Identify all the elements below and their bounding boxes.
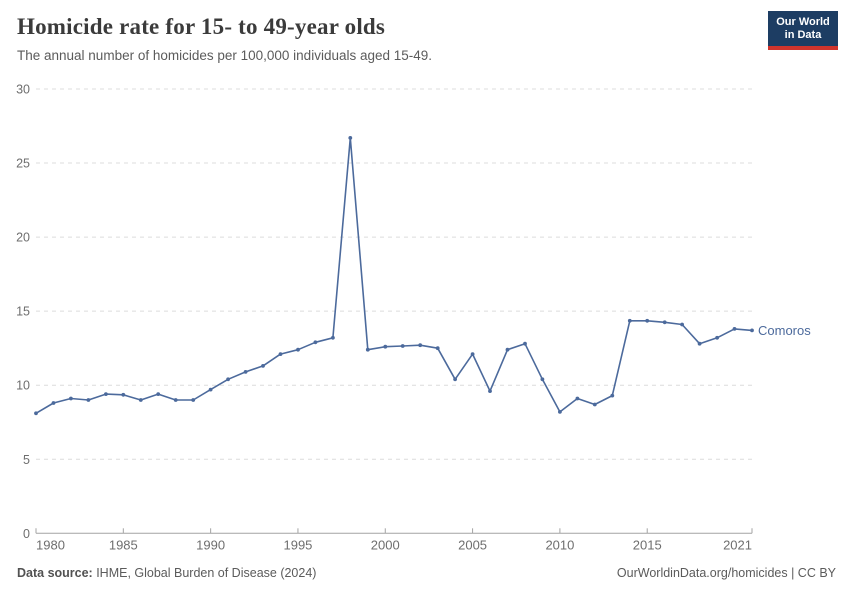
data-source-value: IHME, Global Burden of Disease (2024) [92, 566, 317, 580]
data-point[interactable] [104, 392, 108, 396]
data-point[interactable] [715, 335, 719, 340]
x-axis-tick-label: 2015 [633, 537, 662, 552]
data-point[interactable] [383, 344, 388, 349]
chart-subtitle: The annual number of homicides per 100,0… [17, 48, 433, 63]
y-axis-tick-label: 10 [16, 379, 30, 393]
data-point[interactable] [243, 370, 248, 374]
data-point[interactable] [470, 352, 475, 356]
x-axis-tick-label: 1990 [196, 537, 225, 552]
data-point[interactable] [488, 389, 492, 393]
data-point[interactable] [400, 344, 405, 348]
data-point[interactable] [662, 320, 667, 325]
x-axis-tick-label: 2000 [371, 537, 400, 552]
chart-header: Homicide rate for 15- to 49-year olds Th… [17, 12, 750, 64]
data-point[interactable] [191, 398, 196, 402]
data-point[interactable] [680, 322, 684, 327]
data-point[interactable] [173, 398, 178, 402]
series-entity-label[interactable]: Comoros [758, 323, 811, 338]
data-point[interactable] [540, 377, 545, 382]
y-axis-tick-label: 20 [16, 231, 30, 245]
x-axis-tick-label: 1985 [109, 537, 138, 552]
data-point[interactable] [435, 346, 440, 351]
data-point[interactable] [348, 136, 353, 140]
y-axis-tick-label: 30 [16, 83, 30, 97]
data-source: Data source: IHME, Global Burden of Dise… [17, 566, 316, 580]
data-point[interactable] [278, 352, 283, 356]
credit-line[interactable]: OurWorldinData.org/homicides | CC BY [616, 566, 836, 580]
y-axis-tick-label: 5 [23, 453, 30, 467]
data-point[interactable] [51, 401, 56, 405]
data-source-label: Data source: [17, 566, 93, 580]
data-point[interactable] [453, 377, 457, 382]
data-point[interactable] [365, 347, 370, 352]
data-point[interactable] [750, 328, 754, 333]
data-point[interactable] [592, 402, 597, 407]
chart-footer: Data source: IHME, Global Burden of Dise… [17, 566, 836, 580]
data-point[interactable] [208, 387, 213, 392]
data-point[interactable] [261, 364, 265, 368]
x-axis-tick-label: 2010 [545, 537, 574, 552]
x-axis-tick-label: 1995 [283, 537, 312, 552]
owid-logo[interactable]: Our World in Data [768, 11, 838, 50]
data-point[interactable] [627, 318, 632, 323]
data-point[interactable] [331, 335, 335, 340]
data-point[interactable] [575, 396, 580, 401]
data-point[interactable] [610, 393, 615, 398]
data-point[interactable] [558, 410, 562, 414]
x-axis-tick-label: 1980 [36, 537, 65, 552]
data-point[interactable] [156, 392, 161, 396]
owid-logo-line2: in Data [784, 29, 822, 41]
data-point[interactable] [505, 347, 510, 352]
data-point[interactable] [138, 398, 143, 402]
data-point[interactable] [86, 398, 91, 402]
data-point[interactable] [313, 340, 318, 345]
data-point[interactable] [69, 396, 73, 401]
y-axis-tick-label: 25 [16, 157, 30, 171]
x-axis-tick-label: 2021 [723, 537, 752, 552]
data-point[interactable] [121, 392, 126, 397]
x-axis-tick-label: 2005 [458, 537, 487, 552]
data-point[interactable] [697, 341, 702, 346]
data-point[interactable] [732, 327, 737, 331]
y-axis-tick-label: 15 [16, 305, 30, 319]
data-point[interactable] [523, 341, 527, 346]
data-point[interactable] [34, 411, 38, 416]
data-line[interactable] [35, 137, 753, 415]
data-point[interactable] [226, 377, 231, 382]
data-point[interactable] [296, 347, 300, 352]
y-axis-tick-label: 0 [23, 527, 30, 541]
owid-logo-line1: Our World [776, 16, 830, 28]
chart-title: Homicide rate for 15- to 49-year olds [17, 14, 386, 39]
data-point[interactable] [645, 318, 650, 323]
data-point[interactable] [418, 343, 423, 348]
